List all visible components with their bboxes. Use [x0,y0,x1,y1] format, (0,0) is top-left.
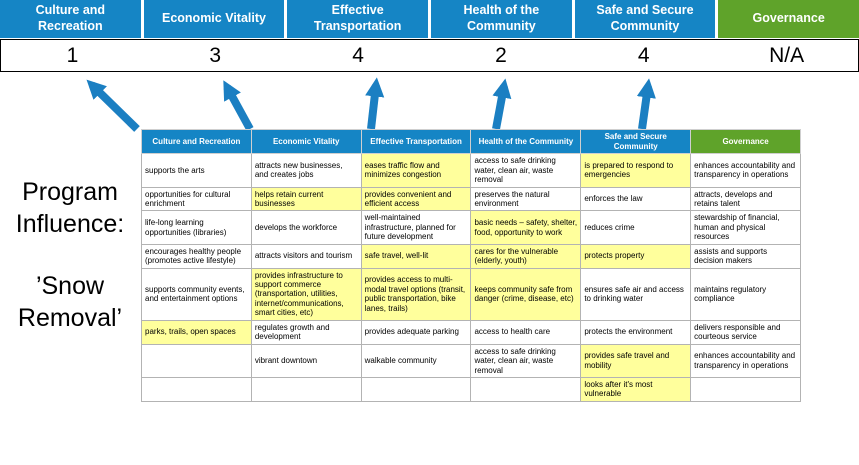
table-cell: supports the arts [141,153,252,188]
table-cell: enhances accountability and transparency… [690,343,801,378]
table-row: parks, trails, open spaces regulates grow… [141,319,801,345]
table-cell: provides adequate parking [360,319,472,345]
table-row: vibrant downtown walkable community access… [141,343,801,378]
table-cell: cares for the vulnerable (elderly, youth… [470,243,582,269]
table-cell: delivers responsible and courteous servi… [690,319,801,345]
table-cell: provides convenient and efficient access [360,186,472,212]
column-header: Economic Vitality [250,128,362,155]
table-cell: helps retain current businesses [250,186,362,212]
table-cell: access to safe drinking water, clean air… [470,153,582,188]
column-header: Governance [690,128,801,155]
column-header: Effective Transportation [360,128,472,155]
table-cell [360,376,472,402]
scoreboard-header-effective-transportation: Effective Transportation [287,0,428,38]
table-cell: opportunities for cultural enrichment [141,186,252,212]
table-cell: protects the environment [580,319,692,345]
table-cell: provides infrastructure to support comme… [250,267,362,321]
up-arrow-icon [365,77,385,130]
table-cell: attracts new businesses, and creates job… [250,153,362,188]
table-cell: provides safe travel and mobility [580,343,692,378]
table-row: opportunities for cultural enrichment hel… [141,186,801,212]
scoreboard-header-safe-and-secure-community: Safe and Secure Community [574,0,716,38]
influence-table-body: supports the arts attracts new businesses… [141,153,801,402]
table-cell [141,376,252,402]
table-cell: ensures safe air and access to drinking … [580,267,692,321]
table-cell: develops the workforce [250,210,362,245]
table-cell: enforces the law [580,186,692,212]
influence-table: Culture and Recreation Economic Vitality E… [141,128,801,402]
table-cell: vibrant downtown [250,343,362,378]
table-cell: encourages healthy people (promotes acti… [141,243,252,269]
table-row: encourages healthy people (promotes acti… [141,243,801,269]
column-header: Culture and Recreation [141,128,252,155]
column-header: Safe and Secure Community [580,128,692,155]
table-cell: enhances accountability and transparency… [690,153,801,188]
table-cell: stewardship of financial, human and phys… [690,210,801,245]
up-arrow-icon [223,80,254,131]
score-arrows [86,77,656,132]
table-cell: access to safe drinking water, clean air… [470,343,582,378]
table-cell: access to health care [470,319,582,345]
score-health-of-the-community: 2 [495,43,507,67]
table-cell: keeps community safe from danger (crime,… [470,267,582,321]
table-cell: life-long learning opportunities (librar… [141,210,252,245]
table-row: life-long learning opportunities (librar… [141,210,801,245]
table-cell [470,376,582,402]
table-cell: provides access to multi-modal travel op… [360,267,472,321]
table-cell [141,343,252,378]
table-cell: attracts visitors and tourism [250,243,362,269]
scoreboard-header-health-of-the-community: Health of the Community [431,0,572,38]
table-cell: walkable community [360,343,472,378]
table-cell: safe travel, well-lit [360,243,472,269]
table-cell: assists and supports decision makers [690,243,801,269]
influence-table-head-row: Culture and Recreation Economic Vitality E… [141,128,801,155]
table-cell: looks after it's most vulnerable [580,376,692,402]
program-title-line: Program Influence: [15,178,125,238]
table-row: supports the arts attracts new businesses… [141,153,801,188]
score-governance: N/A [769,43,805,67]
table-cell: parks, trails, open spaces [141,319,252,345]
table-cell: eases traffic flow and minimizes congest… [360,153,472,188]
scoreboard-header-governance: Governance [718,0,859,38]
table-row: looks after it's most vulnerable [141,376,801,402]
program-influence-title: Program Influence: ’Snow Removal’ [2,176,138,334]
scoreboard-headers: Culture and Recreation Economic Vitality… [0,0,859,38]
table-cell: preserves the natural environment [470,186,582,212]
table-cell: regulates growth and development [250,319,362,345]
table-cell: supports community events, and entertain… [141,267,252,321]
table-cell: is prepared to respond to emergencies [580,153,692,188]
up-arrow-icon [636,78,656,130]
table-cell [250,376,362,402]
score-culture-and-recreation: 1 [66,43,79,67]
table-cell: attracts, develops and retains talent [690,186,801,212]
score-economic-vitality: 3 [209,43,222,67]
table-row: supports community events, and entertain… [141,267,801,321]
score-safe-and-secure-community: 4 [637,43,650,67]
up-arrow-icon [86,79,140,132]
scoreboard-header-economic-vitality: Economic Vitality [143,0,285,38]
table-cell: reduces crime [580,210,692,245]
program-title-line: ’Snow Removal’ [17,272,123,332]
scoreboard-scores: 1 3 4 2 4 N/A [0,39,859,72]
up-arrow-icon [492,78,512,130]
table-cell: well-maintained infrastructure, planned … [360,210,472,245]
table-cell: basic needs – safety, shelter, food, opp… [470,210,582,245]
table-cell: protects property [580,243,692,269]
column-header: Health of the Community [470,128,582,155]
table-cell [690,376,801,402]
score-effective-transportation: 4 [352,43,364,67]
scoreboard-header-culture-and-recreation: Culture and Recreation [0,0,141,38]
table-cell: maintains regulatory compliance [690,267,801,321]
